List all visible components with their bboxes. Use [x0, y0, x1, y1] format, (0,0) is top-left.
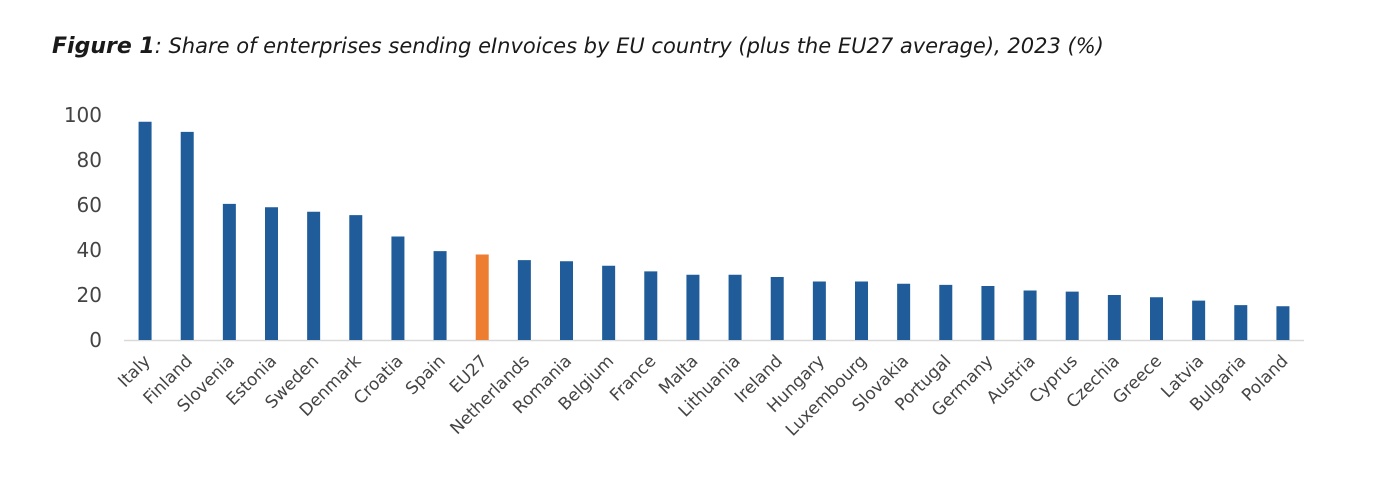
bar-luxembourg: [855, 281, 868, 340]
bar-latvia: [1192, 300, 1206, 340]
y-tick-label: 0: [89, 328, 102, 352]
bar-belgium: [602, 265, 616, 340]
y-tick-label: 60: [77, 193, 102, 217]
bar-ireland: [770, 277, 784, 340]
bar-romania: [560, 261, 573, 340]
bar-austria: [1023, 290, 1037, 340]
bar-croatia: [391, 236, 405, 340]
bar-italy: [138, 121, 152, 340]
bar-hungary: [812, 281, 826, 340]
bar-germany: [981, 286, 995, 340]
y-tick-label: 40: [77, 238, 102, 262]
bar-france: [644, 271, 658, 340]
bar-sweden: [307, 211, 321, 340]
caption-text: : Share of enterprises sending eInvoices…: [154, 34, 1104, 58]
bar-czechia: [1107, 295, 1121, 340]
figure-caption: Figure 1: Share of enterprises sending e…: [52, 33, 1104, 59]
bar-spain: [433, 251, 447, 340]
bar-malta: [686, 274, 700, 340]
y-tick-label: 80: [77, 148, 102, 172]
figure-label: Figure 1: [52, 34, 155, 59]
x-tick-label: Poland: [1238, 351, 1292, 405]
bar-portugal: [939, 284, 953, 340]
bar-estonia: [265, 207, 278, 340]
y-tick-label: 100: [64, 103, 102, 127]
bar-poland: [1276, 306, 1290, 340]
x-tick-label: Spain: [402, 351, 450, 399]
bar-slovenia: [222, 203, 236, 340]
bar-bulgaria: [1234, 305, 1248, 340]
y-tick-label: 20: [77, 283, 102, 307]
bar-lithuania: [728, 274, 742, 340]
bar-cyprus: [1065, 291, 1079, 340]
bar-slovakia: [897, 283, 911, 340]
bar-denmark: [349, 215, 363, 340]
bar-greece: [1150, 297, 1163, 340]
x-tick-label: France: [606, 351, 660, 405]
bar-eu27: [475, 254, 489, 340]
bar-finland: [180, 131, 194, 340]
bar-netherlands: [517, 260, 531, 340]
